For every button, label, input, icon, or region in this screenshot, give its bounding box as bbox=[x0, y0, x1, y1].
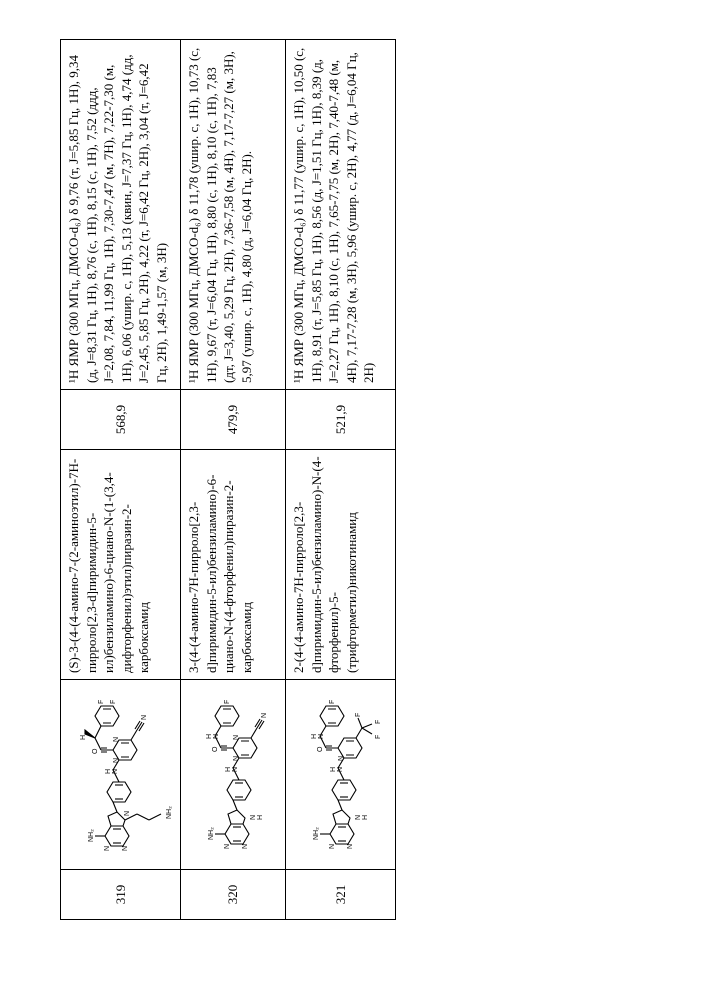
svg-text:F: F bbox=[375, 735, 382, 739]
svg-text:N: N bbox=[329, 844, 336, 849]
svg-text:F: F bbox=[329, 700, 336, 704]
svg-text:H: H bbox=[257, 815, 264, 820]
svg-text:F: F bbox=[98, 700, 105, 704]
svg-text:N: N bbox=[347, 844, 354, 849]
nmr-data: ¹H ЯМР (300 МГц, ДМСО-d₆) δ 9,76 (т, J=5… bbox=[61, 40, 181, 390]
svg-text:N: N bbox=[337, 767, 344, 772]
svg-text:N: N bbox=[232, 767, 239, 772]
table-row: 321 bbox=[286, 40, 396, 920]
compound-name: 2-(4-(4-амино-7H-пирроло[2,3-d]пиримидин… bbox=[286, 450, 396, 680]
nmr-data: ¹H ЯМР (300 МГц, ДМСО-d₆) δ 11,78 (ушир.… bbox=[181, 40, 286, 390]
svg-text:N: N bbox=[122, 846, 129, 851]
svg-text:N: N bbox=[113, 758, 120, 763]
svg-text:N: N bbox=[113, 737, 120, 742]
structure-cell: NH₂ NN N NH₂ HN NN N O H FF bbox=[61, 680, 181, 870]
svg-text:N: N bbox=[355, 815, 362, 820]
svg-text:H: H bbox=[105, 769, 112, 774]
svg-text:H: H bbox=[80, 735, 87, 740]
svg-text:N: N bbox=[261, 713, 268, 718]
svg-text:N: N bbox=[112, 769, 119, 774]
svg-text:H: H bbox=[225, 767, 232, 772]
table-row: 320 bbox=[181, 40, 286, 920]
nmr-data: ¹H ЯМР (300 МГц, ДМСО-d₆) δ 11,77 (ушир.… bbox=[286, 40, 396, 390]
svg-text:O: O bbox=[212, 746, 219, 752]
svg-text:N: N bbox=[233, 756, 240, 761]
svg-text:N: N bbox=[141, 715, 148, 720]
structure-svg: NH₂ NN NH HN N FFF O HN F bbox=[288, 687, 393, 862]
svg-text:NH₂: NH₂ bbox=[208, 827, 215, 840]
svg-text:N: N bbox=[224, 844, 231, 849]
svg-text:H: H bbox=[362, 815, 369, 820]
svg-text:F: F bbox=[355, 713, 362, 717]
structure-cell: NH₂ NN NH HN N FFF O HN F bbox=[286, 680, 396, 870]
svg-text:N: N bbox=[338, 756, 345, 761]
structure-svg: NH₂ NN N NH₂ HN NN N O H FF bbox=[63, 685, 178, 865]
svg-text:N: N bbox=[318, 734, 325, 739]
mz-value: 568,9 bbox=[61, 390, 181, 450]
structure-cell: NH₂ NN NH HN NN N O HN F bbox=[181, 680, 286, 870]
compound-id: 320 bbox=[181, 870, 286, 920]
svg-text:NH₂: NH₂ bbox=[166, 806, 173, 819]
svg-text:N: N bbox=[104, 846, 111, 851]
svg-text:H: H bbox=[206, 734, 213, 739]
svg-text:O: O bbox=[92, 749, 99, 755]
structure-svg: NH₂ NN NH HN NN N O HN F bbox=[183, 687, 283, 862]
svg-text:H: H bbox=[330, 767, 337, 772]
svg-text:F: F bbox=[375, 720, 382, 724]
rotated-table-container: 319 bbox=[60, 40, 396, 920]
svg-text:F: F bbox=[224, 700, 231, 704]
table-row: 319 bbox=[61, 40, 181, 920]
compound-table: 319 bbox=[60, 39, 396, 920]
svg-text:N: N bbox=[233, 735, 240, 740]
svg-text:N: N bbox=[213, 734, 220, 739]
svg-text:O: O bbox=[317, 746, 324, 752]
compound-id: 321 bbox=[286, 870, 396, 920]
compound-name: (S)-3-(4-(4-амино-7-(2-аминоэтил)-7H-пир… bbox=[61, 450, 181, 680]
svg-text:F: F bbox=[110, 700, 117, 704]
mz-value: 521,9 bbox=[286, 390, 396, 450]
svg-text:H: H bbox=[311, 734, 318, 739]
svg-text:N: N bbox=[124, 811, 131, 816]
mz-value: 479,9 bbox=[181, 390, 286, 450]
svg-text:N: N bbox=[242, 844, 249, 849]
svg-text:N: N bbox=[250, 815, 257, 820]
svg-text:NH₂: NH₂ bbox=[313, 827, 320, 840]
svg-text:NH₂: NH₂ bbox=[88, 829, 95, 842]
compound-name: 3-(4-(4-амино-7H-пирроло[2,3-d]пиримидин… bbox=[181, 450, 286, 680]
compound-id: 319 bbox=[61, 870, 181, 920]
